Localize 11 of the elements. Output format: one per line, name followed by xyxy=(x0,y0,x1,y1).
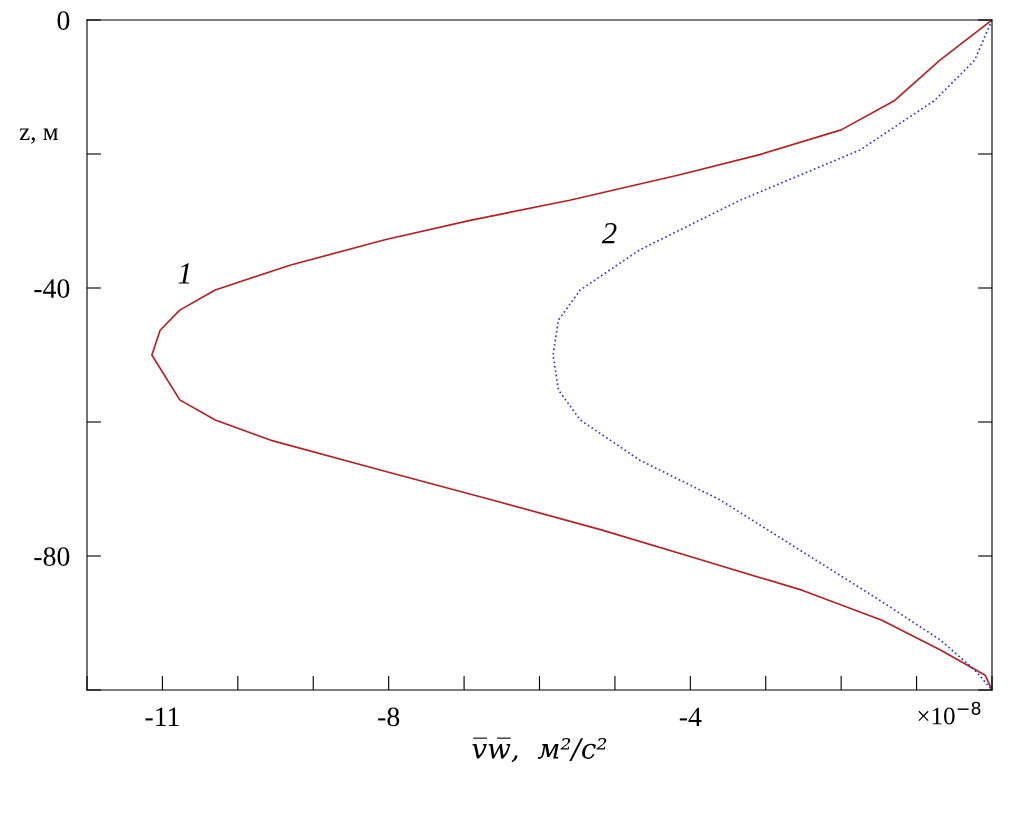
x-tick-label: -8 xyxy=(378,707,400,727)
x-tick-label: -11 xyxy=(145,707,179,726)
y-axis-title: z, м xyxy=(19,128,58,144)
y-tick-label: -40 xyxy=(34,279,70,298)
text: ×10$^{−8}$ xyxy=(918,701,981,725)
y-tick-label: -80 xyxy=(34,547,70,566)
y-tick-label: 0 xyxy=(57,11,70,30)
series-label: 2 xyxy=(601,223,617,244)
x-tick-label: -4 xyxy=(679,707,702,726)
series-label: 1 xyxy=(178,263,190,284)
x-axis-title: v̅w̅, м²/с² xyxy=(472,737,607,763)
